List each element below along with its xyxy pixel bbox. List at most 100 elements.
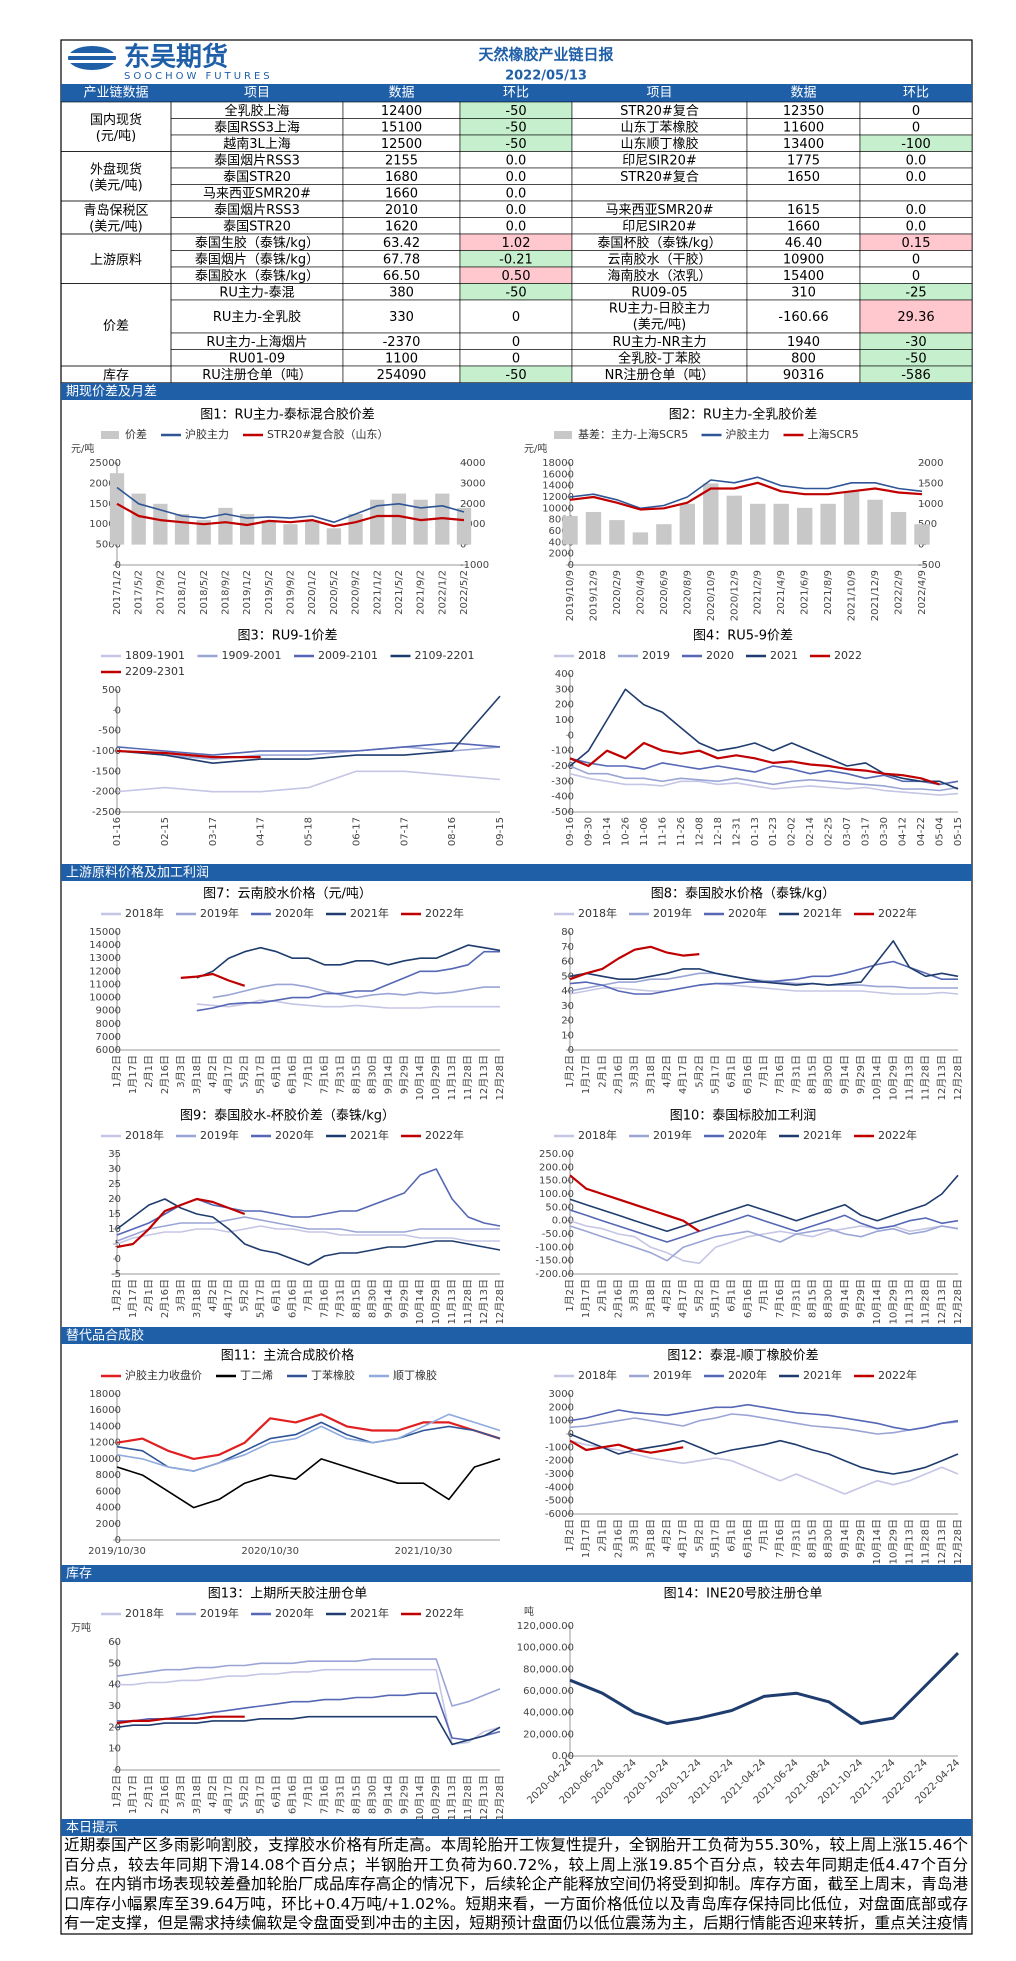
series-line (116, 742, 501, 756)
tick-label: -500 (918, 560, 941, 571)
x-tick-label: 2月16日 (159, 1279, 171, 1318)
table-cell-text: 越南3L上海 (223, 136, 291, 152)
series-line (116, 1225, 500, 1245)
section-bar (61, 864, 972, 881)
tick-label: 8000 (96, 1470, 121, 1481)
x-tick-label: 7月31日 (790, 1519, 802, 1558)
chart-title: 图3：RU9-1价差 (237, 629, 337, 644)
table-cell-text: -30 (905, 335, 926, 350)
bar (867, 499, 883, 545)
section-bar (61, 1565, 972, 1582)
series-line (117, 1668, 501, 1746)
tick-label: 20 (108, 1194, 121, 1205)
legend-label: 2018年 (125, 906, 164, 920)
tick-label: 60,000.00 (523, 1686, 574, 1697)
bar (609, 520, 625, 545)
group-label-line: 库存 (103, 367, 129, 383)
x-tick-label: 2017/5/2 (134, 570, 145, 615)
table-cell-text: 1.02 (502, 236, 531, 251)
x-tick-label: 06-17 (351, 817, 362, 846)
series-line (569, 1174, 700, 1233)
tick-label: -5000 (545, 1496, 574, 1507)
x-tick-label: 9月14日 (382, 1279, 394, 1318)
tick-label: 0 (460, 540, 466, 551)
legend-label: 2021年 (803, 1128, 842, 1142)
x-tick-label: 11月28日 (462, 1055, 474, 1100)
series-line (569, 688, 959, 790)
x-tick-label: 3月18日 (645, 1055, 657, 1094)
x-tick-label: 8月30日 (366, 1279, 378, 1318)
table-cell-text: -586 (901, 368, 931, 383)
table-cell-text: 330 (389, 310, 414, 325)
x-tick-label: 4月17日 (677, 1519, 689, 1558)
tick-label: 2000 (96, 1519, 121, 1530)
tick-label: 0.00 (552, 1751, 574, 1762)
table-cell-text: 15100 (381, 120, 422, 135)
table-cell-text: -50 (505, 104, 526, 119)
table-cell-text: 海南胶水（浓乳） (607, 268, 711, 284)
x-tick-label: 5月2日 (239, 1279, 251, 1312)
x-tick-label: 1月17日 (127, 1279, 139, 1318)
series-line (116, 749, 261, 759)
bar (656, 524, 672, 545)
table-cell-text: 山东丁苯橡胶 (620, 119, 698, 135)
legend-label: 2019年 (200, 1606, 239, 1620)
x-tick-label: 12月28日 (494, 1055, 506, 1100)
chart-title: 图4：RU5-9价差 (693, 629, 793, 644)
table-cell-text: 0.0 (906, 203, 927, 218)
x-tick-label: 6月16日 (287, 1055, 299, 1094)
table-cell-text: 0.0 (506, 186, 527, 201)
x-tick-label: 2月1日 (143, 1055, 155, 1088)
logo: 东吴期货 SOOCHOW FUTURES (68, 42, 270, 82)
bar (239, 514, 255, 545)
bar (413, 499, 428, 545)
x-tick-label: 6月16日 (742, 1279, 754, 1318)
tick-label: 18000 (89, 1389, 121, 1400)
x-tick-label: 4月2日 (661, 1519, 673, 1552)
table-cell-text: -2370 (383, 335, 421, 350)
x-tick-label: 5月17日 (255, 1775, 267, 1814)
x-tick-label: 6月16日 (287, 1279, 299, 1318)
bar (109, 473, 125, 545)
table-cell-text: 0 (912, 104, 920, 119)
x-tick-label: 09-15 (495, 817, 506, 846)
x-tick-label: 6月16日 (742, 1519, 754, 1558)
x-tick-label: 04-17 (256, 817, 267, 846)
x-tick-label: 8月30日 (823, 1519, 835, 1558)
series-line (569, 940, 959, 986)
table-cell-text: 66.50 (383, 269, 420, 284)
tick-label: 5000 (96, 540, 121, 551)
group-label-line: 青岛保税区 (83, 202, 148, 218)
x-tick-label: 7月16日 (318, 1055, 330, 1094)
x-tick-label: 2017/1/2 (112, 570, 123, 615)
x-tick-label: 7月1日 (758, 1519, 770, 1552)
x-tick-label: 2021/4/9 (776, 570, 787, 615)
table-cell-text: NR注册仓单（吨） (605, 368, 715, 383)
x-tick-label: 10月29日 (430, 1055, 442, 1100)
series-line (116, 1421, 501, 1472)
table-cell-text: 1650 (787, 170, 820, 185)
x-tick-label: 01-23 (768, 817, 779, 846)
logo-text: 东吴期货 (124, 42, 228, 73)
legend-label: 2020年 (728, 1128, 767, 1142)
report-title: 天然橡胶产业链日报 (478, 46, 613, 64)
table-cell-text: 0.0 (506, 219, 527, 234)
x-tick-label: 7月16日 (774, 1279, 786, 1318)
legend-label: 2019 (642, 649, 670, 662)
x-tick-label: 03-07 (842, 817, 853, 846)
x-tick-label: 02-25 (824, 817, 835, 846)
table-cell-text: 0 (912, 269, 920, 284)
tick-label: -6000 (545, 1509, 574, 1520)
tick-label: -3000 (545, 1469, 574, 1480)
series-line (569, 1174, 959, 1233)
bar (153, 503, 168, 545)
table-cell-text: RU主力-泰混 (219, 285, 294, 300)
chart-title: 图1：RU主力-泰标混合胶价差 (200, 407, 375, 423)
table-header-cell: 项目 (646, 86, 672, 101)
table-cell-text: -25 (905, 285, 926, 300)
x-tick-label: 2月16日 (613, 1279, 625, 1318)
tick-label: -1000 (545, 1442, 574, 1453)
tick-label: 200.00 (539, 1162, 574, 1173)
legend-label: 2018年 (578, 1128, 617, 1142)
legend-label: 基差：主力-上海SCR5 (578, 427, 688, 441)
